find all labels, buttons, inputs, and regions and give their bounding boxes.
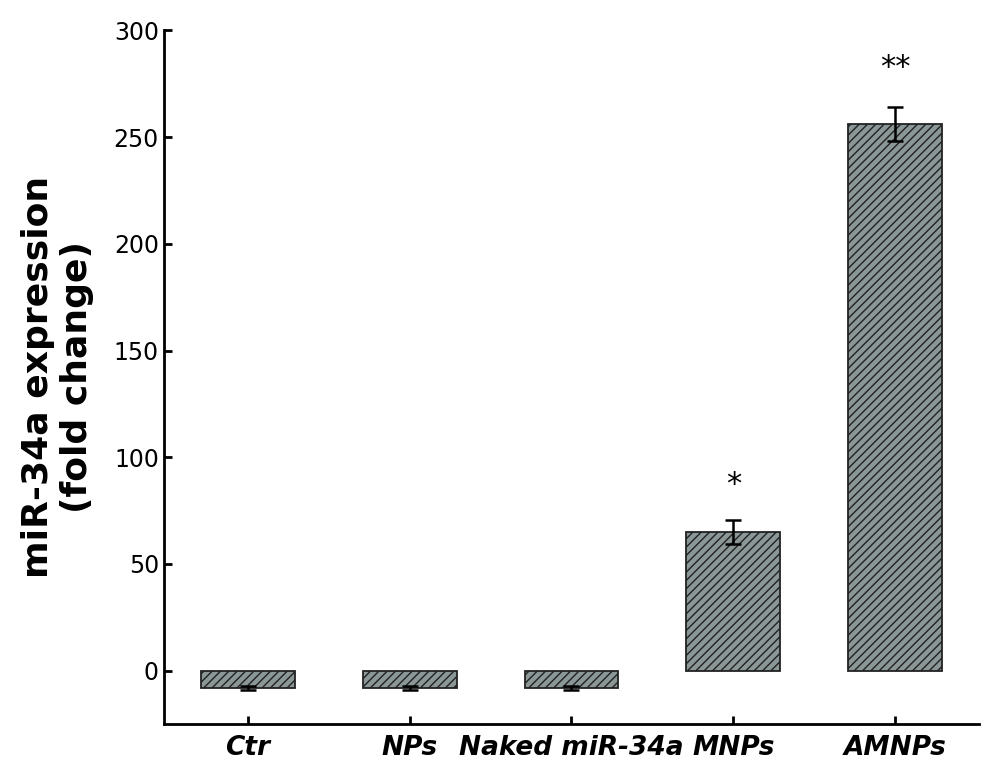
Bar (686, 532, 780, 671)
Bar (848, 124, 942, 671)
Bar (201, 671, 295, 687)
Text: *: * (726, 470, 741, 499)
Text: **: ** (880, 52, 910, 81)
Y-axis label: miR-34a expression
(fold change): miR-34a expression (fold change) (21, 176, 94, 578)
Bar (363, 671, 457, 687)
Bar (525, 671, 618, 687)
